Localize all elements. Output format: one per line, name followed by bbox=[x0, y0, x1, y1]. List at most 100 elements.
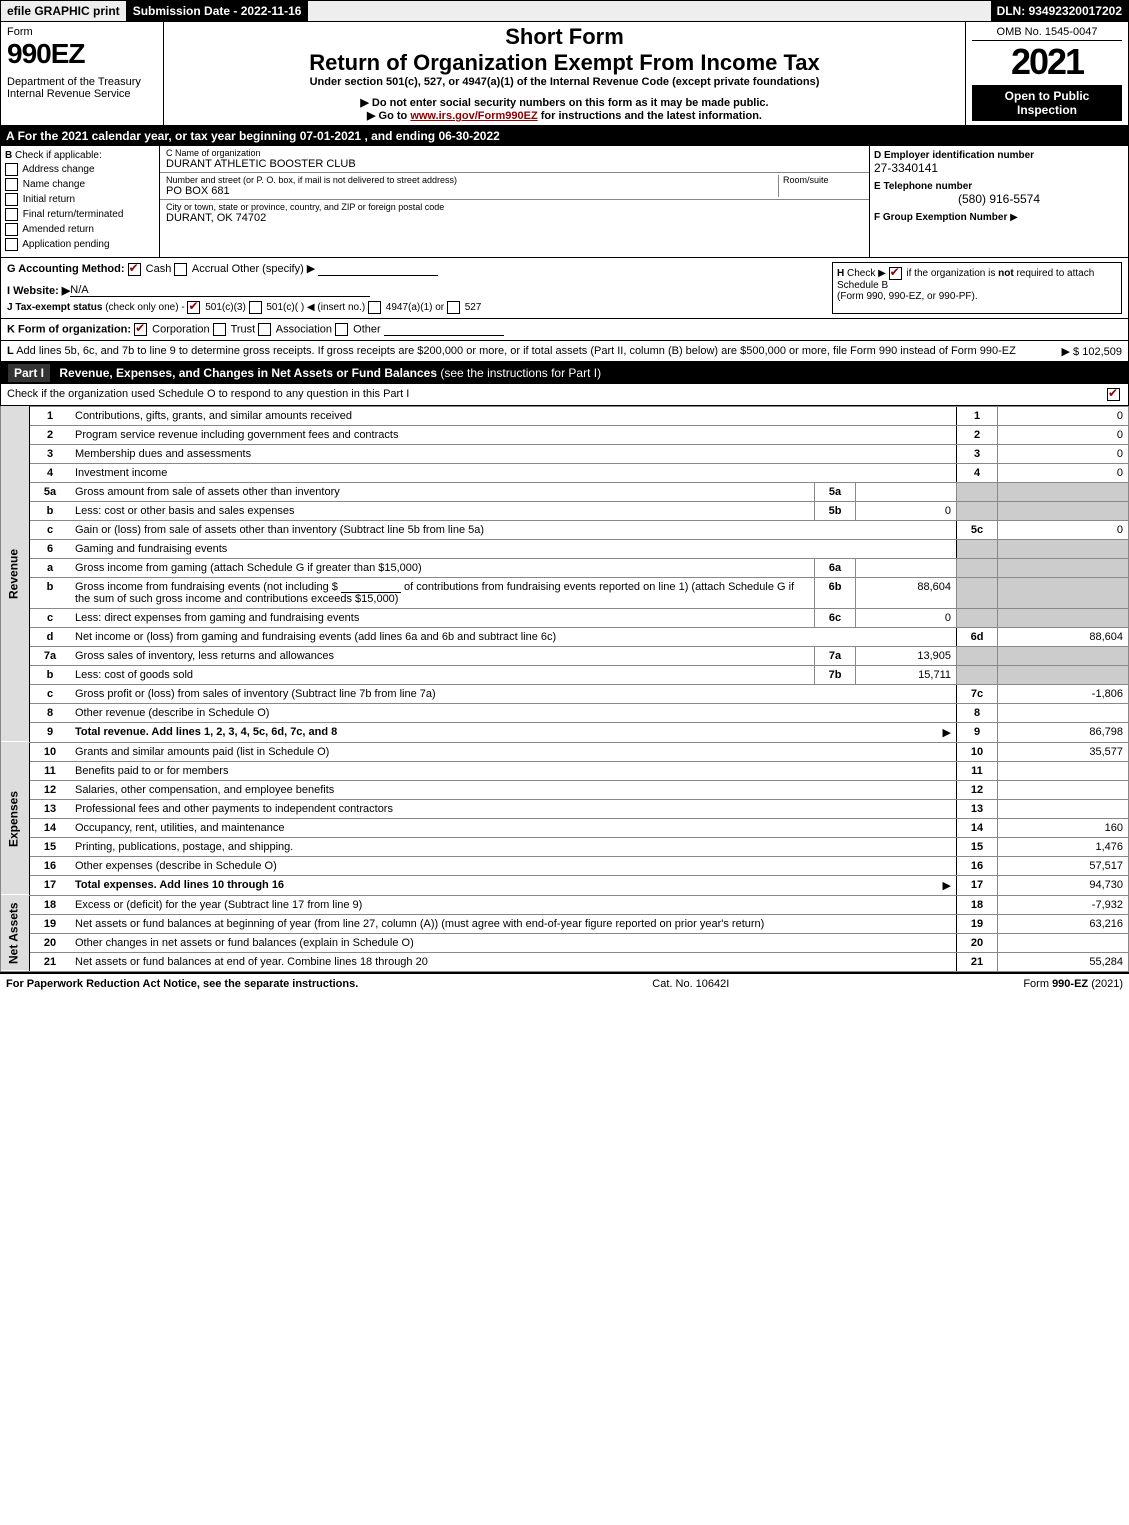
line-21: 21 Net assets or fund balances at end of… bbox=[1, 952, 1129, 971]
line-num: 13 bbox=[30, 799, 71, 818]
checkbox-schedule-b[interactable] bbox=[889, 267, 902, 280]
checkbox-schedule-o[interactable] bbox=[1107, 388, 1120, 401]
form-number: 990EZ bbox=[7, 38, 157, 70]
other-specify-label: Other (specify) ▶ bbox=[232, 263, 316, 275]
checkbox-final-return[interactable]: Final return/terminated bbox=[5, 208, 155, 221]
irs-link[interactable]: www.irs.gov/Form990EZ bbox=[410, 110, 537, 122]
chk-label: Initial return bbox=[23, 194, 75, 205]
line-desc: Gross sales of inventory, less returns a… bbox=[75, 650, 334, 662]
section-h-check: Check ▶ bbox=[847, 268, 886, 279]
checkbox-name-change[interactable]: Name change bbox=[5, 178, 155, 191]
instruction-2-post: for instructions and the latest informat… bbox=[538, 110, 762, 122]
line-11: 11 Benefits paid to or for members 11 bbox=[1, 761, 1129, 780]
line-num: 5a bbox=[30, 482, 71, 501]
line-desc: Salaries, other compensation, and employ… bbox=[75, 784, 334, 796]
checkbox-association[interactable] bbox=[258, 323, 271, 336]
line-ref: 8 bbox=[957, 703, 998, 722]
part-1-check-row: Check if the organization used Schedule … bbox=[0, 384, 1129, 406]
checkbox-501c3[interactable] bbox=[187, 301, 200, 314]
checkbox-501c[interactable] bbox=[249, 301, 262, 314]
line-6d: d Net income or (loss) from gaming and f… bbox=[1, 627, 1129, 646]
line-num: 10 bbox=[30, 742, 71, 761]
grey-cell bbox=[957, 482, 998, 501]
page-footer: For Paperwork Reduction Act Notice, see … bbox=[0, 972, 1129, 994]
checkbox-4947[interactable] bbox=[368, 301, 381, 314]
line-amount: -7,932 bbox=[998, 895, 1129, 914]
footer-left: For Paperwork Reduction Act Notice, see … bbox=[6, 978, 358, 990]
street-label: Number and street (or P. O. box, if mail… bbox=[166, 175, 778, 185]
grey-cell bbox=[998, 577, 1129, 608]
line-4: 4 Investment income 4 0 bbox=[1, 463, 1129, 482]
checkbox-amended-return[interactable]: Amended return bbox=[5, 223, 155, 236]
section-a-mid: , and ending bbox=[364, 129, 438, 143]
opt-501c3: 501(c)(3) bbox=[205, 302, 246, 313]
line-ref: 14 bbox=[957, 818, 998, 837]
footer-right: Form 990-EZ (2021) bbox=[1023, 978, 1123, 990]
line-desc: Less: direct expenses from gaming and fu… bbox=[75, 612, 359, 624]
line-14: 14 Occupancy, rent, utilities, and maint… bbox=[1, 818, 1129, 837]
opt-501c: 501(c)( ) ◀ (insert no.) bbox=[266, 302, 365, 313]
grey-cell bbox=[998, 665, 1129, 684]
grey-cell bbox=[957, 608, 998, 627]
section-g-label: G Accounting Method: bbox=[7, 263, 125, 275]
top-bar: efile GRAPHIC print Submission Date - 20… bbox=[0, 0, 1129, 22]
line-desc: Less: cost or other basis and sales expe… bbox=[75, 505, 295, 517]
section-l: L Add lines 5b, 6c, and 7b to line 9 to … bbox=[0, 341, 1129, 362]
other-org-input[interactable] bbox=[384, 335, 504, 336]
checkbox-application-pending[interactable]: Application pending bbox=[5, 238, 155, 251]
checkbox-527[interactable] bbox=[447, 301, 460, 314]
line-num: 4 bbox=[30, 463, 71, 482]
checkbox-address-change[interactable]: Address change bbox=[5, 163, 155, 176]
line-desc: Printing, publications, postage, and shi… bbox=[75, 841, 293, 853]
line-subval: 15,711 bbox=[856, 665, 957, 684]
line-5a: 5a Gross amount from sale of assets othe… bbox=[1, 482, 1129, 501]
line-num: 18 bbox=[30, 895, 71, 914]
line-amount: 55,284 bbox=[998, 952, 1129, 971]
grey-cell bbox=[998, 608, 1129, 627]
section-h-text4: (Form 990, 990-EZ, or 990-PF). bbox=[837, 291, 1117, 302]
line-num: c bbox=[30, 684, 71, 703]
line-19: 19 Net assets or fund balances at beginn… bbox=[1, 914, 1129, 933]
checkbox-trust[interactable] bbox=[213, 323, 226, 336]
line-ref: 6d bbox=[957, 627, 998, 646]
submission-date-box: Submission Date - 2022-11-16 bbox=[127, 1, 309, 21]
line-desc: Excess or (deficit) for the year (Subtra… bbox=[75, 899, 362, 911]
line-desc: Net assets or fund balances at end of ye… bbox=[75, 956, 428, 968]
part-1-sub: (see the instructions for Part I) bbox=[440, 366, 601, 380]
omb-number: OMB No. 1545-0047 bbox=[972, 26, 1122, 41]
line-desc: Grants and similar amounts paid (list in… bbox=[75, 746, 329, 758]
line-ref: 9 bbox=[957, 722, 998, 742]
section-l-letter: L bbox=[7, 345, 14, 357]
other-specify-input[interactable] bbox=[318, 275, 438, 276]
title-short: Short Form bbox=[170, 24, 959, 50]
header-center: Short Form Return of Organization Exempt… bbox=[164, 22, 966, 125]
line-ref: 10 bbox=[957, 742, 998, 761]
grey-cell bbox=[998, 539, 1129, 558]
efile-print-label: efile GRAPHIC print bbox=[1, 1, 127, 21]
line-num: b bbox=[30, 665, 71, 684]
dln-box: DLN: 93492320017202 bbox=[991, 1, 1128, 21]
line-ref: 4 bbox=[957, 463, 998, 482]
line-num: 16 bbox=[30, 856, 71, 875]
line-desc: Net income or (loss) from gaming and fun… bbox=[75, 631, 556, 643]
line-num: 8 bbox=[30, 703, 71, 722]
checkbox-accrual[interactable] bbox=[174, 263, 187, 276]
line-subnum: 6a bbox=[815, 558, 856, 577]
checkbox-cash[interactable] bbox=[128, 263, 141, 276]
part-1-title: Revenue, Expenses, and Changes in Net As… bbox=[59, 366, 437, 380]
form-label: Form bbox=[7, 26, 157, 38]
header-right: OMB No. 1545-0047 2021 Open to Public In… bbox=[966, 22, 1128, 125]
section-b: B Check if applicable: Address change Na… bbox=[1, 146, 160, 257]
checkbox-initial-return[interactable]: Initial return bbox=[5, 193, 155, 206]
chk-label: Name change bbox=[23, 179, 85, 190]
line-num: 11 bbox=[30, 761, 71, 780]
org-name-label: C Name of organization bbox=[166, 148, 863, 158]
footer-right-post: (2021) bbox=[1088, 978, 1123, 990]
checkbox-other-org[interactable] bbox=[335, 323, 348, 336]
line-desc: Gross income from fundraising events (no… bbox=[75, 581, 338, 593]
footer-right-pre: Form bbox=[1023, 978, 1052, 990]
checkbox-corporation[interactable] bbox=[134, 323, 147, 336]
section-j-label: J Tax-exempt status bbox=[7, 302, 102, 313]
line-desc: Total revenue. Add lines 1, 2, 3, 4, 5c,… bbox=[75, 726, 337, 738]
section-l-arrow: ▶ $ bbox=[1062, 346, 1083, 358]
